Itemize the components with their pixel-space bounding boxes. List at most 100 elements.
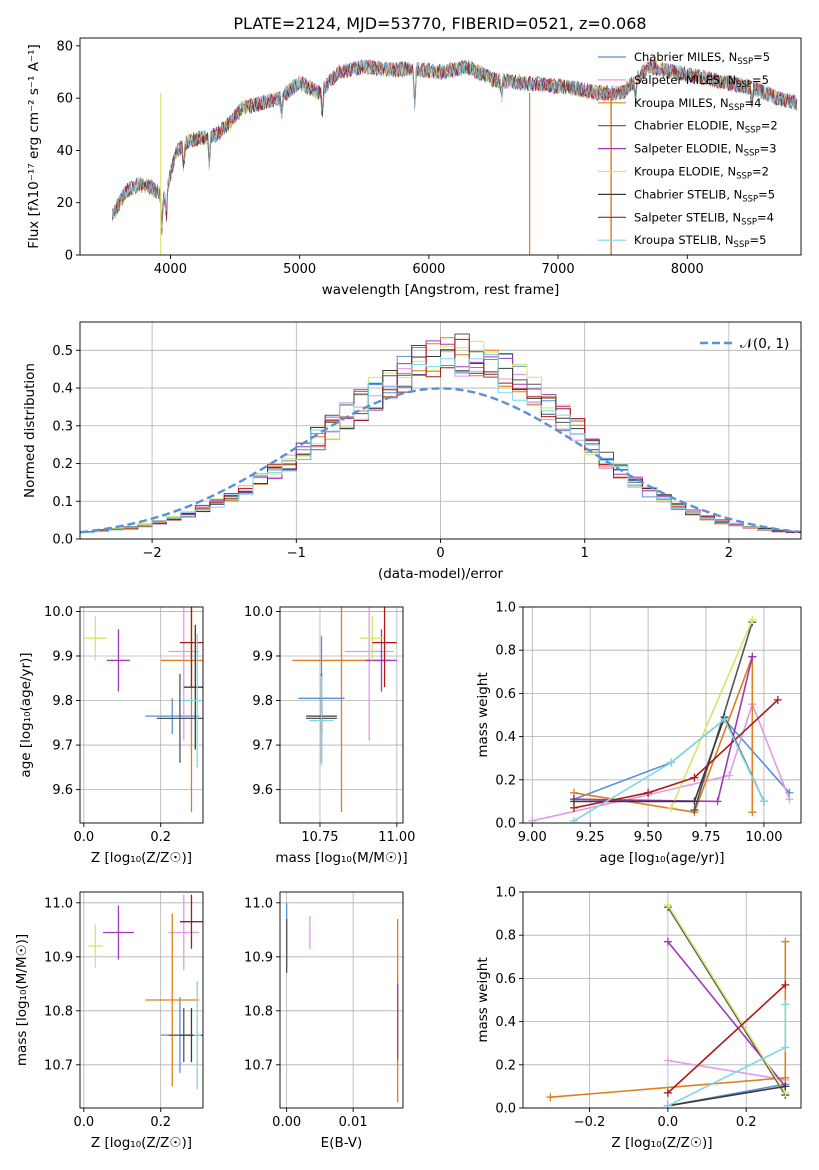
y-tick-label: 20	[56, 196, 73, 211]
x-tick-label: 9.00	[518, 830, 547, 845]
weight-point	[748, 615, 757, 624]
panel-spectrum: 4000 5000 6000 7000 8000 0 20 40 60 80 wavelength …	[26, 37, 802, 298]
x-tick-label: 2	[725, 546, 733, 561]
legend-name: Kroupa STELIB, N	[634, 233, 734, 247]
legend-entry: Chabrier ELODIE, NSSP=2	[634, 119, 778, 136]
weight-point	[748, 652, 757, 661]
y-tick-label: 0.1	[52, 495, 73, 510]
spectrum-series-7	[112, 59, 798, 235]
x-tick-label: 10.75	[301, 830, 338, 845]
y-tick-label: 1.0	[495, 886, 516, 901]
x-tick-label: 0.2	[150, 830, 171, 845]
legend-sub: SSP	[741, 217, 757, 227]
legend-sub: SSP	[745, 126, 761, 136]
plot-area	[292, 607, 397, 812]
legend-entry: Salpeter ELODIE, NSSP=3	[634, 142, 777, 159]
weight-point	[748, 808, 757, 817]
x-tick-label: 7000	[542, 262, 575, 277]
weight-point	[759, 797, 768, 806]
x-tick-label: 4000	[154, 262, 187, 277]
weight-point	[781, 1082, 790, 1091]
plot-area	[285, 902, 399, 1103]
y-axis-label: mass [log₁₀(M/M☉)]	[14, 934, 30, 1066]
legend-entry: Chabrier MILES, NSSP=5	[634, 50, 770, 67]
axes-frame	[279, 606, 404, 824]
weight-point	[528, 816, 537, 823]
panel-age-vs-Z: 0.0 0.2 9.6 9.7 9.8 9.9 10.0 Z [log₁₀(Z/Z☉)] age…	[18, 605, 204, 866]
weight-point	[569, 816, 578, 823]
weight-point	[663, 900, 672, 909]
x-tick-label: 9.50	[634, 830, 663, 845]
x-tick-label: 8000	[671, 262, 704, 277]
weight-series-5	[670, 619, 754, 809]
y-tick-label: 10.9	[244, 950, 273, 965]
y-tick-label: 0.0	[495, 817, 516, 832]
legend-name: Salpeter MILES, N	[634, 73, 736, 87]
x-axis-label: (data-model)/error	[378, 566, 504, 582]
weight-series-6	[667, 1085, 786, 1107]
x-tick-label: 9.25	[576, 830, 605, 845]
panel-weight-vs-Z: −0.2 0.0 0.2 0.0 0.2 0.4 0.6 0.8 1.0 Z [log₁₀(Z/Z…	[475, 886, 802, 1151]
x-tick-label: 0.0	[658, 1115, 679, 1130]
axes-frame	[279, 891, 404, 1109]
spectrum-series-8	[112, 58, 798, 229]
axes-frame	[79, 606, 204, 824]
plot-area	[546, 900, 790, 1108]
legend-entry: Kroupa STELIB, NSSP=5	[634, 233, 766, 250]
x-tick-label: 5000	[283, 262, 316, 277]
y-tick-label: 0.3	[52, 419, 73, 434]
weight-point	[546, 1093, 555, 1102]
weight-series-8	[573, 718, 765, 822]
legend-name: Salpeter ELODIE, N	[634, 142, 744, 156]
panels: 4000 5000 6000 7000 8000020406080wavelength …	[14, 37, 802, 1151]
y-tick-label: 0.5	[52, 344, 73, 359]
legend-value: =5	[749, 233, 766, 247]
panel-mass-vs-Z: 0.0 0.2 10.7 10.8 10.9 11.0 Z [log₁₀(Z/Z☉)] mas…	[14, 891, 204, 1151]
y-tick-label: 0.6	[495, 972, 516, 987]
y-tick-label: 0.2	[495, 773, 516, 788]
weight-point	[663, 937, 672, 946]
figure-title: PLATE=2124, MJD=53770, FIBERID=0521, z=0…	[233, 14, 646, 33]
y-tick-label: 0.0	[52, 533, 73, 548]
legend-sub: SSP	[729, 103, 745, 113]
legend-name: Chabrier ELODIE, N	[634, 119, 745, 133]
y-tick-label: 9.8	[52, 694, 73, 709]
weight-point	[713, 797, 722, 806]
weight-point	[785, 795, 794, 804]
y-tick-label: 1.0	[495, 601, 516, 616]
weight-point	[720, 715, 729, 724]
y-tick-label: 10.0	[244, 605, 273, 620]
weight-point	[781, 1073, 790, 1082]
y-tick-label: 11.0	[44, 896, 73, 911]
legend-value: =3	[760, 142, 777, 156]
y-tick-label: 9.9	[252, 649, 273, 664]
legend-name: Chabrier STELIB, N	[634, 187, 742, 201]
legend-sub: SSP	[736, 172, 752, 182]
weight-point	[690, 773, 699, 782]
weight-point	[663, 1101, 672, 1108]
legend-name: Kroupa MILES, N	[634, 96, 729, 110]
y-axis-label: mass weight	[475, 957, 491, 1042]
legend-name: Kroupa ELODIE, N	[634, 165, 736, 179]
x-axis-label: age [log₁₀(age/yr)]	[599, 850, 724, 866]
legend-value: =4	[757, 210, 774, 224]
weight-point	[663, 1088, 672, 1097]
weight-series-7	[573, 699, 779, 809]
legend-entry: Kroupa MILES, NSSP=4	[634, 96, 761, 113]
y-tick-label: 11.0	[244, 896, 273, 911]
legend-sub: SSP	[742, 194, 758, 204]
weight-point	[781, 980, 790, 989]
weight-point	[569, 803, 578, 812]
weight-point	[663, 1056, 672, 1065]
legend-entry: Chabrier STELIB, NSSP=5	[634, 187, 775, 204]
weight-series-3	[693, 621, 754, 811]
x-tick-label: 1	[581, 546, 589, 561]
x-tick-label: 0.0	[74, 830, 95, 845]
legend-sub: SSP	[736, 80, 752, 90]
axes-frame	[79, 321, 802, 540]
legend-value: =2	[761, 119, 778, 133]
weight-point	[667, 758, 676, 767]
weight-point	[690, 806, 699, 815]
y-tick-label: 0.8	[495, 644, 516, 659]
y-tick-label: 10.7	[244, 1058, 273, 1073]
